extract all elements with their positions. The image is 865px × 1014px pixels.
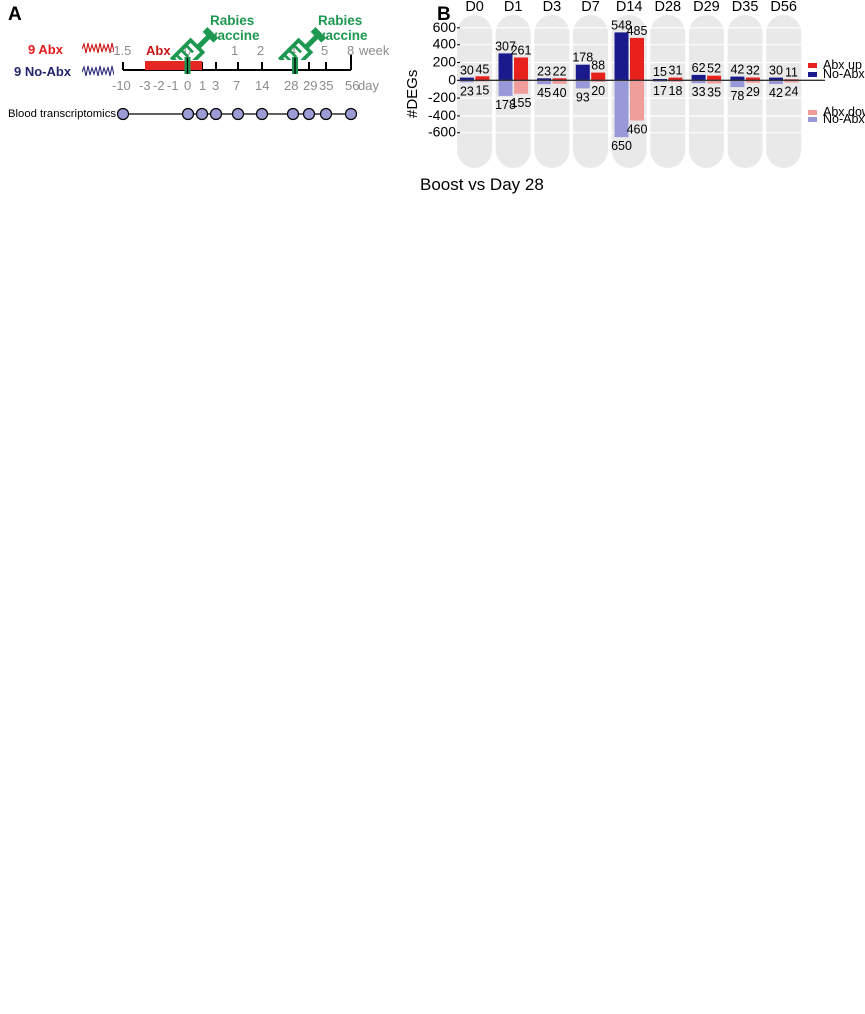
svg-text:20: 20: [591, 84, 605, 98]
svg-text:0: 0: [448, 71, 456, 87]
svg-text:52: 52: [707, 62, 721, 76]
svg-text:200: 200: [433, 54, 457, 70]
svg-text:18: 18: [669, 84, 683, 98]
svg-text:15: 15: [475, 84, 489, 98]
svg-text:88: 88: [591, 59, 605, 73]
svg-text:178: 178: [572, 51, 593, 65]
svg-text:78: 78: [730, 89, 744, 103]
svg-text:D28: D28: [654, 0, 681, 15]
svg-text:D7: D7: [581, 0, 600, 15]
svg-text:30: 30: [769, 64, 783, 78]
svg-text:17: 17: [653, 84, 667, 98]
svg-text:11: 11: [785, 65, 798, 79]
svg-text:15: 15: [653, 65, 667, 79]
svg-text:42: 42: [769, 86, 783, 100]
svg-text:D3: D3: [543, 0, 562, 15]
svg-text:24: 24: [785, 84, 799, 98]
svg-text:22: 22: [553, 64, 567, 78]
svg-text:650: 650: [611, 139, 632, 153]
svg-text:40: 40: [553, 86, 567, 100]
svg-text:D0: D0: [465, 0, 484, 15]
svg-text:29: 29: [746, 85, 760, 99]
svg-text:D14: D14: [616, 0, 643, 15]
svg-text:42: 42: [730, 63, 744, 77]
svg-text:-200: -200: [428, 89, 456, 105]
svg-text:D56: D56: [770, 0, 797, 15]
svg-text:600: 600: [433, 19, 457, 35]
svg-text:62: 62: [692, 61, 706, 75]
svg-text:31: 31: [669, 64, 683, 78]
svg-text:35: 35: [707, 85, 721, 99]
svg-text:32: 32: [746, 64, 760, 78]
svg-text:93: 93: [576, 90, 590, 104]
svg-text:155: 155: [511, 96, 532, 110]
svg-text:460: 460: [627, 123, 648, 137]
svg-text:-600: -600: [428, 124, 456, 140]
svg-text:D29: D29: [693, 0, 720, 15]
svg-text:400: 400: [433, 36, 457, 52]
svg-text:30: 30: [460, 64, 474, 78]
svg-text:23: 23: [460, 84, 474, 98]
svg-text:45: 45: [475, 62, 489, 76]
svg-text:-400: -400: [428, 107, 456, 123]
svg-text:D1: D1: [504, 0, 523, 15]
svg-text:261: 261: [511, 44, 532, 58]
svg-text:485: 485: [627, 24, 648, 38]
svg-text:33: 33: [692, 85, 706, 99]
svg-text:23: 23: [537, 64, 551, 78]
svg-text:D35: D35: [732, 0, 759, 15]
svg-text:45: 45: [537, 86, 551, 100]
